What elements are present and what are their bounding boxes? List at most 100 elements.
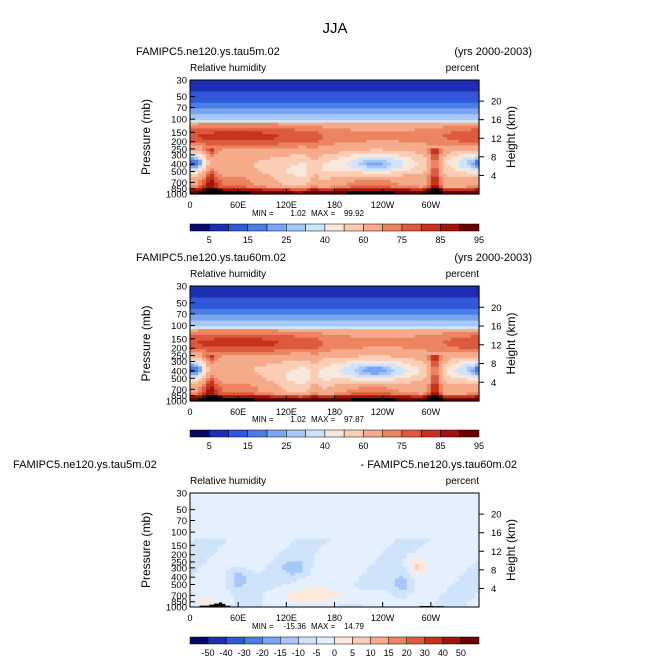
contour-cell	[334, 297, 340, 301]
contour-cell	[190, 309, 195, 313]
contour-cell	[414, 139, 420, 144]
contour-cell	[202, 82, 207, 87]
contour-cell	[354, 114, 360, 118]
contour-cell	[350, 314, 356, 319]
contour-cell	[246, 102, 251, 107]
contour-cell	[378, 334, 384, 339]
contour-cell	[218, 131, 223, 135]
contour-cell	[318, 343, 324, 347]
contour-cell	[202, 108, 207, 112]
contour-cell	[414, 188, 420, 192]
contour-cell	[470, 111, 476, 115]
contour-cell	[298, 320, 303, 324]
contour-cell	[470, 355, 476, 359]
contour-cell	[418, 360, 424, 365]
contour-cell	[446, 128, 452, 132]
contour-cell	[210, 102, 215, 107]
contour-cell	[354, 309, 360, 313]
contour-cell	[414, 108, 420, 112]
contour-cell	[454, 314, 460, 319]
contour-cell	[246, 122, 251, 127]
contour-cell	[278, 320, 283, 324]
contour-cell	[190, 332, 195, 336]
contour-cell	[286, 97, 291, 101]
contour-cell	[466, 159, 472, 164]
contour-cell	[414, 176, 420, 181]
contour-cell	[306, 352, 312, 356]
contour-cell	[442, 94, 448, 98]
contour-cell	[218, 337, 223, 342]
contour-cell	[330, 185, 336, 189]
contour-cell	[418, 94, 424, 98]
contour-cell	[318, 91, 324, 95]
contour-cell	[266, 191, 271, 195]
contour-cell	[454, 82, 460, 87]
contour-cell	[274, 142, 279, 147]
contour-cell	[354, 329, 360, 333]
contour-cell	[442, 352, 448, 356]
contour-cell	[330, 286, 336, 290]
contour-cell	[446, 360, 452, 365]
contour-cell	[426, 355, 432, 359]
contour-cell	[214, 105, 219, 110]
contour-cell	[454, 182, 460, 187]
contour-cell	[238, 294, 243, 299]
contour-cell	[354, 139, 360, 144]
contour-cell	[346, 159, 352, 164]
contour-cell	[266, 349, 271, 353]
contour-cell	[402, 162, 408, 167]
contour-cell	[202, 134, 207, 138]
contour-cell	[322, 82, 328, 87]
contour-cell	[342, 102, 348, 107]
contour-cell	[354, 357, 360, 362]
contour-cell	[446, 320, 452, 324]
contour-cell	[374, 346, 380, 350]
contour-cell	[462, 323, 468, 327]
contour-cell	[258, 125, 263, 130]
contour-cell	[418, 99, 424, 104]
contour-cell	[322, 323, 328, 327]
contour-cell	[386, 165, 392, 169]
contour-cell	[266, 317, 271, 322]
contour-cell	[334, 334, 340, 339]
contour-cell	[386, 334, 392, 339]
contour-cell	[470, 128, 476, 132]
contour-cell	[278, 114, 283, 118]
contour-cell	[414, 122, 420, 127]
contour-cell	[382, 159, 388, 164]
contour-cell	[474, 286, 480, 290]
contour-cell	[402, 297, 408, 301]
contour-cell	[474, 326, 480, 330]
contour-cell	[366, 154, 372, 158]
contour-cell	[402, 332, 408, 336]
contour-cell	[374, 297, 380, 301]
contour-cell	[302, 191, 307, 195]
contour-cell	[406, 114, 412, 118]
contour-cell	[218, 291, 223, 296]
contour-cell	[382, 108, 388, 112]
contour-cell	[390, 300, 396, 304]
contour-cell	[266, 102, 271, 107]
contour-cell	[286, 340, 291, 345]
contour-cell	[214, 97, 219, 101]
contour-cell	[394, 162, 400, 167]
contour-cell	[426, 332, 432, 336]
contour-cell	[194, 311, 199, 316]
contour-cell	[202, 117, 207, 121]
contour-cell	[290, 99, 295, 104]
contour-cell	[474, 151, 480, 155]
contour-cell	[262, 159, 267, 164]
contour-cell	[258, 99, 263, 104]
contour-cell	[274, 349, 279, 353]
contour-cell	[430, 191, 436, 195]
contour-cell	[322, 94, 328, 98]
contour-cell	[258, 105, 263, 110]
contour-cell	[210, 334, 215, 339]
contour-cell	[430, 286, 436, 290]
contour-cell	[246, 297, 251, 301]
contour-cell	[250, 191, 255, 195]
contour-cell	[246, 105, 251, 110]
contour-cell	[402, 145, 408, 149]
contour-cell	[258, 176, 263, 181]
contour-cell	[362, 343, 368, 347]
